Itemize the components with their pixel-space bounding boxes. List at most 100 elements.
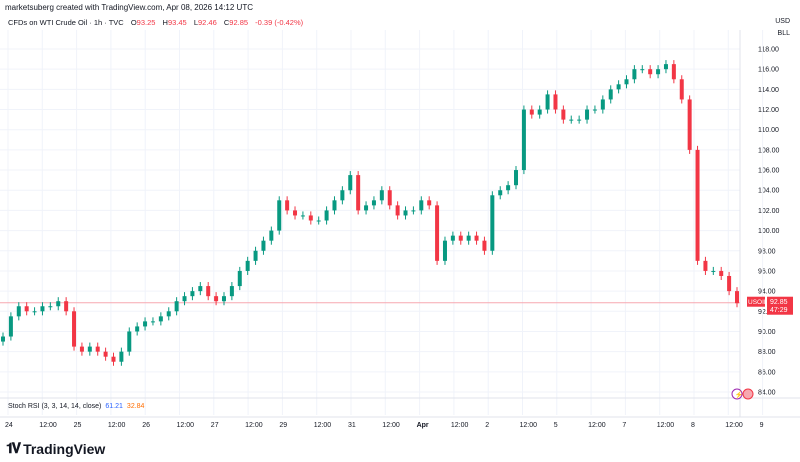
candle-body — [261, 240, 266, 251]
candle-body — [624, 79, 629, 85]
x-tick-label: 9 — [760, 422, 764, 429]
x-tick-label: 24 — [5, 422, 13, 429]
y-tick-label: 92.00 — [758, 309, 776, 316]
candle-body — [245, 260, 250, 271]
x-tick-label: 25 — [74, 422, 82, 429]
candle-body — [427, 200, 432, 206]
candle-body — [166, 311, 171, 317]
x-tick-label: 26 — [142, 422, 150, 429]
tradingview-logo-icon: 𝟏𝐕 — [6, 440, 21, 456]
candle-body — [687, 99, 692, 150]
candle-body — [103, 351, 108, 357]
y-tick-label: 108.00 — [758, 147, 780, 154]
x-tick-label: 8 — [691, 422, 695, 429]
candle-body — [316, 220, 321, 222]
candle-body — [561, 109, 566, 120]
x-tick-label: 12:00 — [520, 422, 538, 429]
currency-label: USD — [775, 18, 790, 25]
candle-body — [640, 69, 645, 71]
candle-body — [371, 200, 376, 206]
stoch-d-value: 32.84 — [126, 403, 145, 410]
x-tick-label: 2 — [485, 422, 489, 429]
candle-body — [229, 286, 234, 297]
candle-body — [411, 210, 416, 212]
lightning-event-icon[interactable] — [731, 388, 743, 400]
candle-body — [537, 109, 542, 115]
candle-body — [87, 346, 92, 352]
x-tick-label: 27 — [211, 422, 219, 429]
candle-body — [56, 301, 61, 307]
candle-body — [450, 235, 455, 241]
y-tick-label: 112.00 — [758, 107, 779, 114]
x-tick-label: 12:00 — [588, 422, 606, 429]
currency-unit: USD BLL — [775, 16, 790, 40]
candle-body — [8, 316, 13, 337]
candle-body — [237, 270, 242, 287]
candle-body — [48, 306, 53, 308]
candle-body — [119, 351, 124, 362]
candle-body — [127, 331, 132, 352]
x-tick-label: 12:00 — [657, 422, 675, 429]
candle-body — [600, 99, 605, 110]
candle-body — [277, 200, 282, 231]
y-tick-label: 86.00 — [758, 369, 776, 376]
candle-body — [514, 170, 519, 186]
low-label: L — [193, 18, 198, 27]
candle-body — [150, 321, 155, 323]
candle-body — [387, 190, 392, 206]
countdown-value: 47:29 — [770, 307, 788, 314]
candle-body — [40, 306, 45, 312]
candle-body — [545, 94, 550, 110]
candle-body — [648, 69, 653, 75]
us-flag-icon[interactable] — [742, 388, 754, 400]
candle-body — [735, 291, 739, 304]
candle-body — [577, 119, 582, 121]
y-tick-label: 84.00 — [758, 390, 776, 397]
candle-body — [490, 195, 495, 251]
y-tick-label: 90.00 — [758, 329, 776, 336]
x-tick-label: 7 — [622, 422, 626, 429]
candle-body — [72, 311, 77, 347]
y-tick-label: 118.00 — [758, 47, 779, 54]
x-tick-label: 12:00 — [382, 422, 400, 429]
symbol-name[interactable]: CFDs on WTI Crude Oil · 1h · TVC — [8, 18, 124, 27]
candle-body — [32, 311, 37, 313]
candle-body — [403, 210, 408, 216]
candle-body — [442, 240, 447, 261]
candle-body — [695, 149, 700, 261]
candle-body — [221, 296, 226, 302]
candle-body — [79, 346, 84, 352]
tradingview-logo[interactable]: 𝟏𝐕 TradingView — [6, 440, 105, 457]
candle-body — [111, 356, 116, 362]
candle-body — [719, 270, 724, 276]
x-tick-label: 12:00 — [725, 422, 743, 429]
candle-body — [1, 336, 5, 342]
candle-body — [324, 210, 329, 221]
change-value: -0.39 (-0.42%) — [255, 18, 304, 27]
x-tick-label: 5 — [554, 422, 558, 429]
candle-body — [498, 190, 503, 196]
x-tick-label: 12:00 — [177, 422, 195, 429]
candle-body — [198, 286, 203, 292]
candle-body — [348, 175, 353, 191]
symbol-tag-label: USOIL — [748, 299, 768, 306]
symbol-tag — [747, 296, 765, 307]
candle-body — [727, 275, 732, 292]
stoch-rsi-legend: Stoch RSI (3, 3, 14, 14, close) 61.21 32.8… — [8, 403, 144, 410]
candle-body — [395, 205, 400, 216]
x-tick-label: 12:00 — [108, 422, 126, 429]
candle-body — [616, 84, 621, 90]
candle-body — [16, 306, 21, 317]
candle-body — [671, 64, 676, 80]
x-tick-label: 29 — [279, 422, 287, 429]
candle-body — [458, 235, 463, 241]
candle-body — [24, 306, 29, 312]
candle-body — [569, 119, 574, 121]
author-line: marketsuberg created with TradingView.co… — [5, 3, 253, 12]
x-tick-label: Apr — [417, 422, 429, 429]
candle-body — [95, 346, 100, 352]
price-tag — [767, 296, 793, 315]
candle-body — [419, 200, 424, 211]
y-tick-label: 110.00 — [758, 127, 779, 134]
